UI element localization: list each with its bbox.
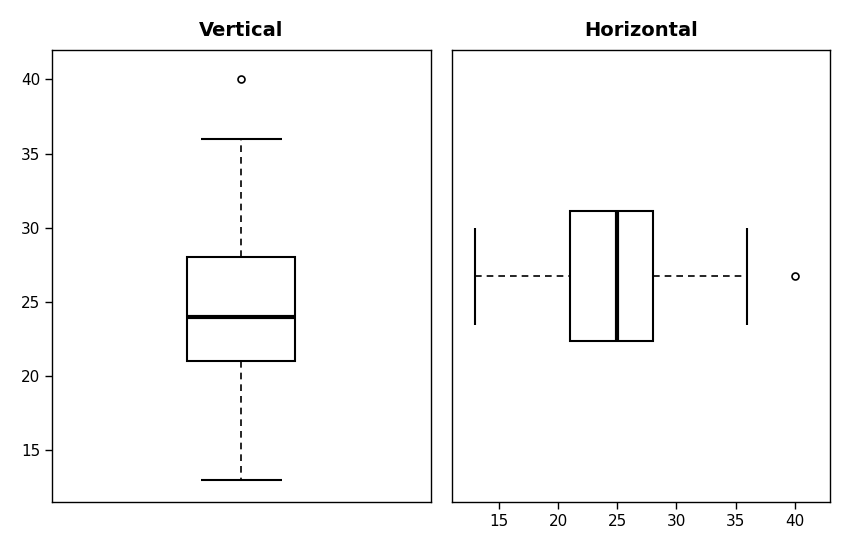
Title: Vertical: Vertical — [199, 21, 283, 40]
Bar — [187, 257, 295, 361]
Title: Horizontal: Horizontal — [584, 21, 698, 40]
Bar — [570, 211, 653, 340]
